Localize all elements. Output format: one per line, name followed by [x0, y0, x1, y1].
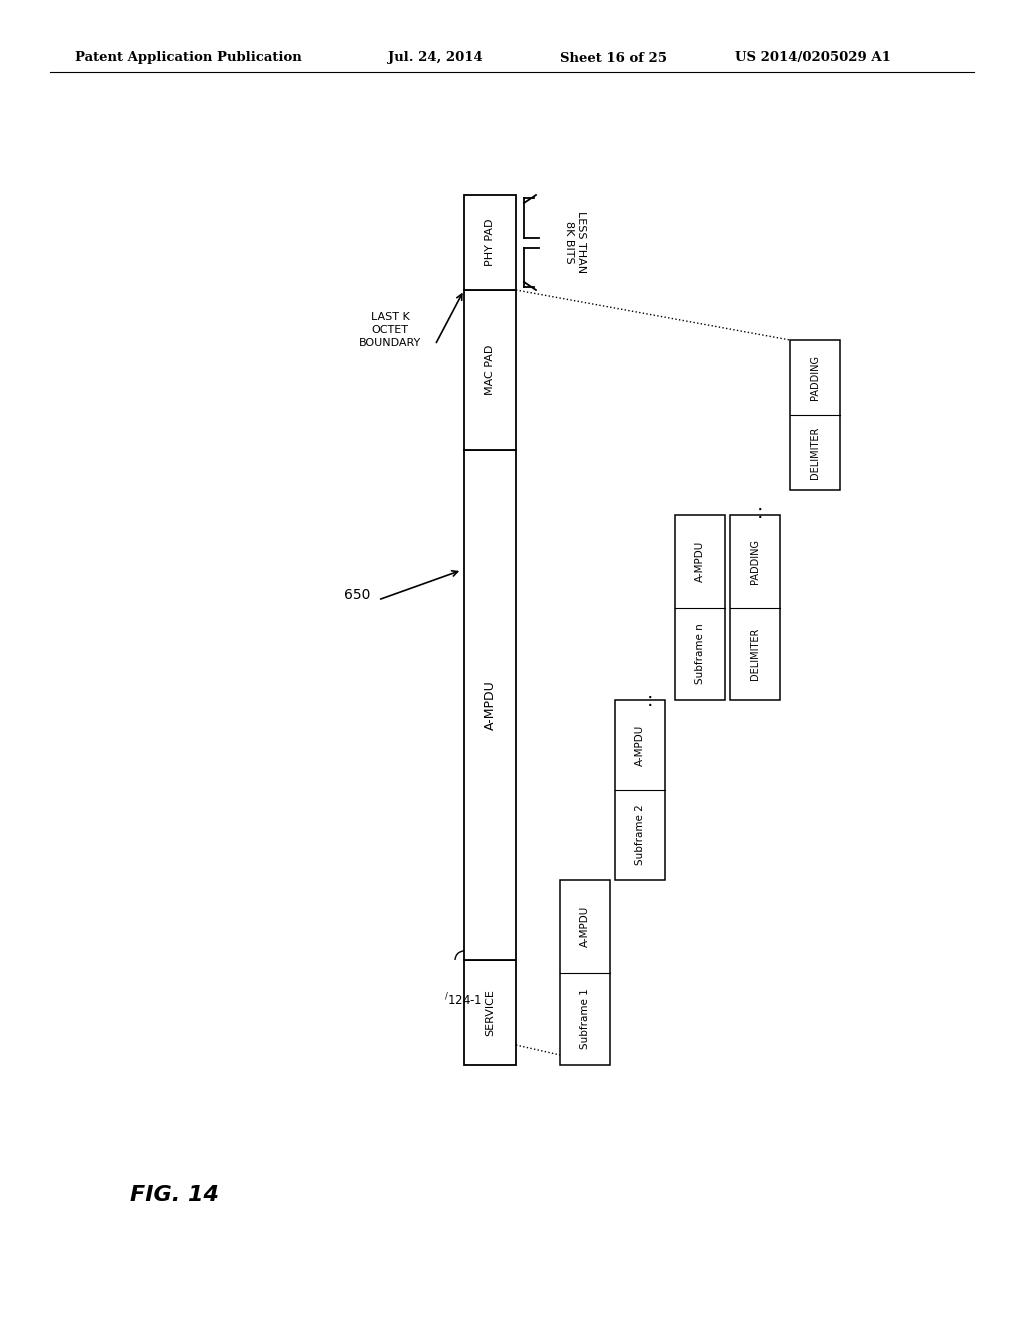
Text: Subframe n: Subframe n — [695, 623, 705, 684]
Text: A-MPDU: A-MPDU — [695, 541, 705, 582]
Text: :: : — [647, 690, 653, 710]
Text: FIG. 14: FIG. 14 — [130, 1185, 219, 1205]
Text: US 2014/0205029 A1: US 2014/0205029 A1 — [735, 51, 891, 65]
Text: PADDING: PADDING — [810, 355, 820, 400]
Text: LESS THAN
8K BITS: LESS THAN 8K BITS — [564, 211, 586, 273]
Text: $\mathregular{^{/}}$124-1: $\mathregular{^{/}}$124-1 — [444, 991, 482, 1008]
Bar — [464, 960, 516, 1065]
Text: Jul. 24, 2014: Jul. 24, 2014 — [388, 51, 482, 65]
Text: A-MPDU: A-MPDU — [483, 680, 497, 730]
Bar — [790, 341, 840, 490]
Text: PHY PAD: PHY PAD — [485, 219, 495, 267]
Bar — [464, 450, 516, 960]
Text: Sheet 16 of 25: Sheet 16 of 25 — [560, 51, 667, 65]
Text: LAST K
OCTET
BOUNDARY: LAST K OCTET BOUNDARY — [358, 312, 421, 348]
Text: Patent Application Publication: Patent Application Publication — [75, 51, 302, 65]
Text: Subframe 2: Subframe 2 — [635, 805, 645, 866]
Text: DELIMITER: DELIMITER — [750, 627, 760, 680]
Text: SERVICE: SERVICE — [485, 989, 495, 1036]
Bar — [675, 515, 725, 700]
Bar — [464, 290, 516, 450]
Text: PADDING: PADDING — [750, 539, 760, 583]
Bar — [464, 195, 516, 290]
Text: DELIMITER: DELIMITER — [810, 426, 820, 479]
Text: Subframe 1: Subframe 1 — [580, 989, 590, 1049]
Text: 650: 650 — [344, 587, 370, 602]
Text: MAC PAD: MAC PAD — [485, 345, 495, 395]
Text: :: : — [757, 503, 763, 521]
Text: A-MPDU: A-MPDU — [580, 906, 590, 946]
Bar — [615, 700, 665, 880]
Bar — [730, 515, 780, 700]
Bar — [560, 880, 610, 1065]
Text: A-MPDU: A-MPDU — [635, 725, 645, 766]
